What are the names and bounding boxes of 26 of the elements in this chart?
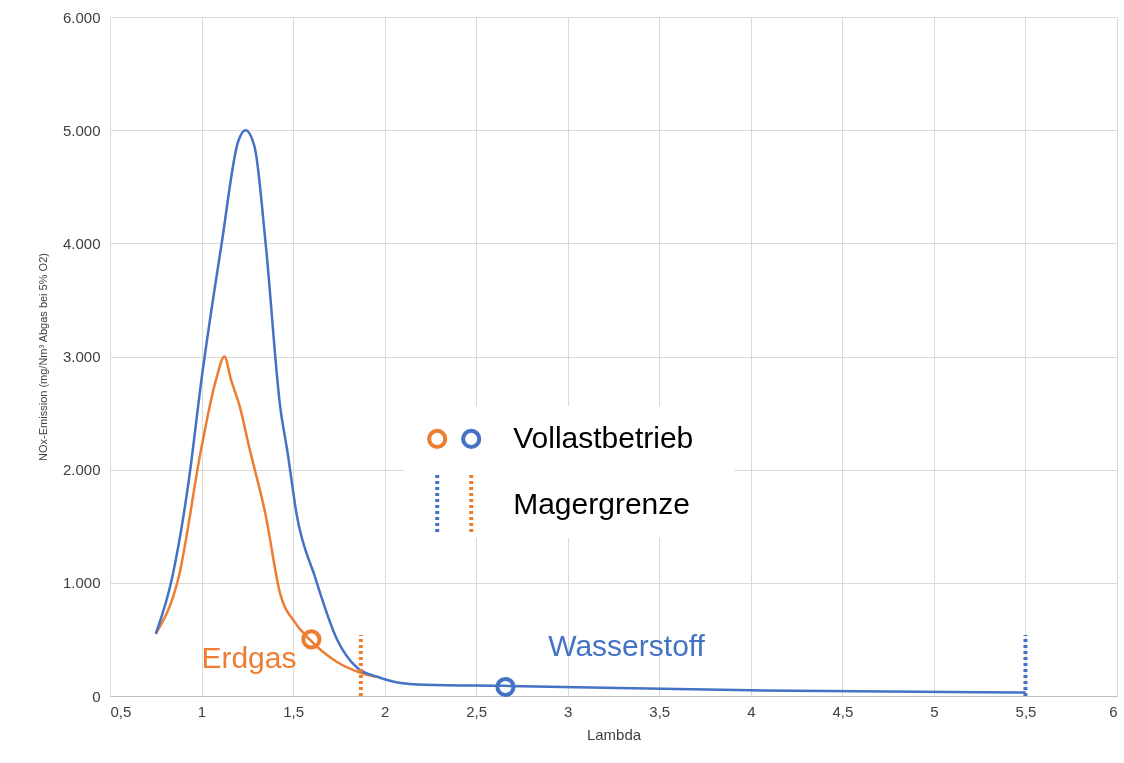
x-tick-label: 4,5 bbox=[832, 702, 854, 720]
x-tick-label: 6 bbox=[1109, 702, 1118, 720]
x-tick-label: 3,5 bbox=[649, 702, 671, 720]
x-tick-label: 2,5 bbox=[466, 702, 488, 720]
x-axis-title: Lambda bbox=[586, 725, 642, 743]
legend-label: Magergrenze bbox=[513, 486, 690, 520]
y-tick-label: 5.000 bbox=[62, 121, 101, 139]
y-tick-label: 0 bbox=[92, 687, 101, 705]
x-tick-label: 0,5 bbox=[110, 702, 132, 720]
x-tick-label: 4 bbox=[747, 702, 756, 720]
x-tick-label: 5 bbox=[930, 702, 939, 720]
x-tick-label: 5,5 bbox=[1015, 702, 1037, 720]
y-tick-label: 6.000 bbox=[62, 8, 101, 26]
x-tick-label: 1 bbox=[197, 702, 207, 720]
x-tick-label: 1,5 bbox=[283, 702, 305, 720]
x-tick-label: 2 bbox=[380, 702, 390, 720]
series-label: Erdgas bbox=[201, 640, 297, 674]
y-tick-label: 4.000 bbox=[62, 234, 101, 252]
x-tick-label: 3 bbox=[564, 702, 573, 720]
y-tick-label: 1.000 bbox=[62, 574, 101, 592]
line-series bbox=[154, 128, 1027, 694]
y-tick-label: 2.000 bbox=[62, 461, 101, 479]
y-tick-label: 3.000 bbox=[62, 348, 101, 365]
y-axis-title: NOx-Emission (mg/Nm³ Abgas bei 5% O2) bbox=[36, 253, 49, 461]
legend-label: Vollastbetrieb bbox=[513, 420, 694, 454]
series-label: Wasserstoff bbox=[548, 629, 706, 663]
